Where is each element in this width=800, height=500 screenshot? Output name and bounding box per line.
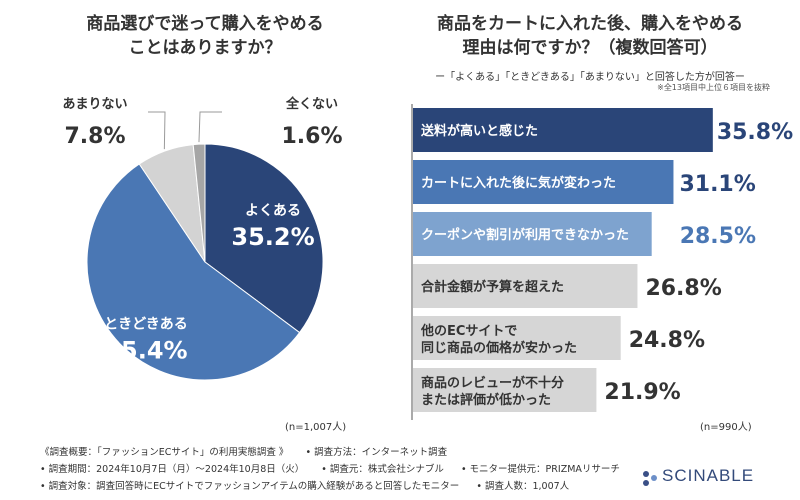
survey-summary-item: • 調査対象：調査回答時にECサイトでファッションアイテムの購入経験があると回答… <box>40 481 460 492</box>
brand-mark-icon <box>643 471 657 486</box>
bar-value-label: 21.9% <box>604 380 680 405</box>
brand-logo: SCINABLE <box>640 462 780 492</box>
survey-summary-item: 《調査概要：「ファッションECサイト」の利用実態調査 》 <box>40 447 289 458</box>
survey-summary-item: • モニター提供元：PRIZMAリサーチ <box>460 464 620 475</box>
survey-summary-row: 《調査概要：「ファッションECサイト」の利用実態調査 》 • 調査方法：インター… <box>40 444 640 461</box>
bar-value-label: 28.5% <box>680 224 756 249</box>
bar-category-label: 合計金額が予算を超えた <box>421 279 564 295</box>
pie-chart-title: 商品選びで迷って購入をやめる ことはありますか？ <box>60 12 350 60</box>
bar-category-label: 送料が高いと感じた <box>420 123 538 139</box>
pie-slice-value: 55.4% <box>104 337 187 365</box>
survey-summary-item: • 調査期間：2024年10月7日（月）〜2024年10月8日（火） <box>40 464 305 475</box>
bar-category-label: クーポンや割引が利用できなかった <box>421 227 629 243</box>
pie-slice <box>204 143 324 334</box>
survey-summary-item: • 調査人数：1,007人 <box>476 481 570 492</box>
survey-summary-item: • 調査元：株式会社シナブル <box>321 464 444 475</box>
survey-summary-item: • 調査方法：インターネット調査 <box>305 447 448 458</box>
survey-summary: 《調査概要：「ファッションECサイト」の利用実態調査 》 • 調査方法：インター… <box>40 444 640 495</box>
bar-category-label: 同じ商品の価格が安かった <box>421 340 577 356</box>
bar <box>413 264 638 308</box>
bar-title-line: 商品をカートに入れた後、購入をやめる <box>437 14 743 34</box>
bar <box>413 368 597 412</box>
bar <box>413 316 621 360</box>
bar-chart-subtitle: ー「よくある」「ときどきある」「あまりない」と回答した方が回答ー <box>435 72 745 83</box>
bar-chart-title: 商品をカートに入れた後、購入をやめる 理由は何ですか？（複数回答可） <box>410 12 770 60</box>
bar-title-line: 理由は何ですか？（複数回答可） <box>462 38 718 58</box>
bar-category-label: 他のECサイトで <box>420 323 517 339</box>
bar-sample-size: (n=990人) <box>700 422 752 433</box>
survey-summary-row: • 調査期間：2024年10月7日（月）〜2024年10月8日（火） • 調査元… <box>40 461 640 478</box>
pie-slice-value: 7.8% <box>64 124 125 149</box>
bar-value-label: 26.8% <box>645 276 721 301</box>
pie-slice-value: 1.6% <box>281 124 342 149</box>
bar-category-label: または評価が低かった <box>421 392 551 408</box>
charts-canvas: よくある 35.2% ときどきある 55.4% あまりない 7.8% 全くない 1.6% 送料が… <box>62 96 793 420</box>
pie-slice-label: 全くない <box>285 96 338 112</box>
bar-value-label: 31.1% <box>679 172 755 197</box>
pie-sample-size: (n=1,007人) <box>285 422 347 433</box>
brand-name: SCINABLE <box>662 466 755 485</box>
bar <box>413 160 674 204</box>
bar-chart-note: ※全13項目中上位６項目を抜粋 <box>657 83 770 92</box>
pie-title-line: 商品選びで迷って購入をやめる <box>86 14 324 34</box>
pie-leader-line <box>198 111 222 143</box>
bar-category-label: 商品のレビューが不十分 <box>421 375 564 391</box>
bar-value-label: 35.8% <box>717 120 793 145</box>
bar <box>413 108 713 152</box>
pie-slice-label: よくある <box>245 203 301 219</box>
pie-title-line: ことはありますか？ <box>128 38 282 58</box>
bar-value-label: 24.8% <box>629 328 705 353</box>
pie-slice <box>86 163 301 381</box>
bar-category-label: カートに入れた後に気が変わった <box>421 175 616 191</box>
bar <box>413 212 652 256</box>
pie-slice <box>192 143 206 263</box>
survey-summary-row: • 調査対象：調査回答時にECサイトでファッションアイテムの購入経験があると回答… <box>40 478 640 495</box>
pie-slice-label: ときどきある <box>104 317 188 333</box>
pie-slice-value: 35.2% <box>231 223 314 251</box>
pie-slice-label: あまりない <box>62 97 127 112</box>
pie-leader-line <box>148 111 166 150</box>
